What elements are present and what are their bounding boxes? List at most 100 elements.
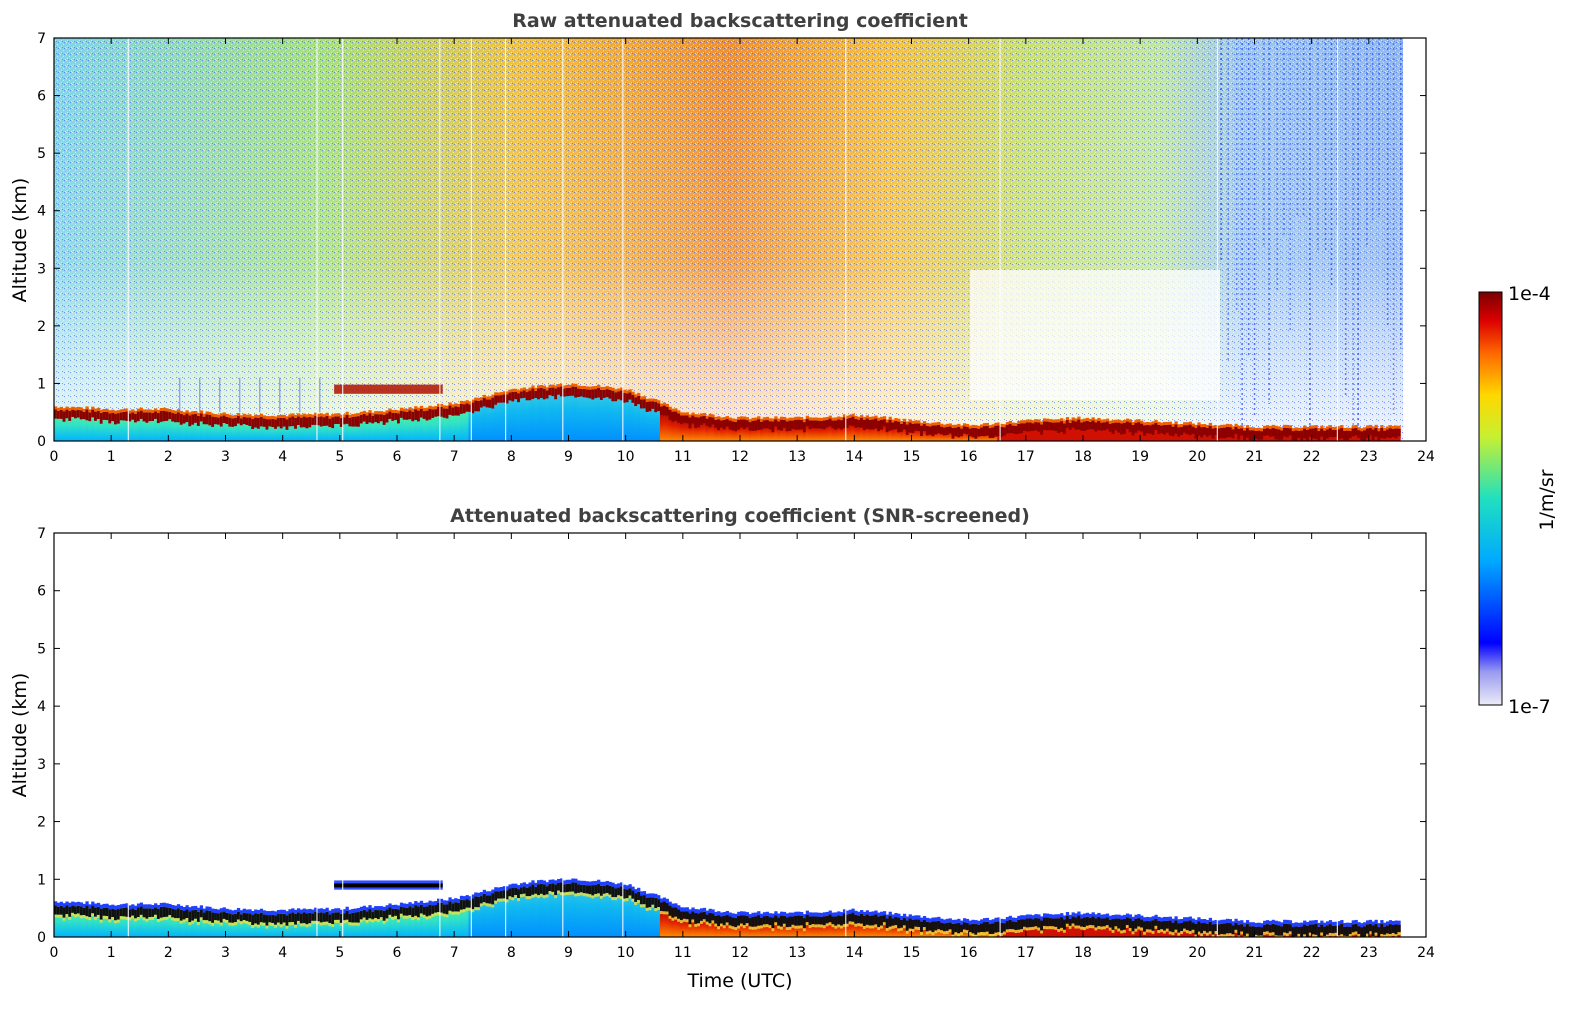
- boundary-layer-column: [608, 389, 612, 441]
- layer-edge-low: [225, 919, 229, 923]
- layer-top-band: [65, 409, 69, 419]
- layer-top-band: [1288, 428, 1293, 436]
- boundary-layer-column: [391, 908, 395, 937]
- layer-top-band: [545, 886, 549, 895]
- boundary-layer-column: [168, 907, 172, 937]
- layer-edge: [211, 908, 215, 913]
- layer-top-band: [971, 923, 975, 934]
- layer-edge: [514, 883, 518, 888]
- layer-top-band: [474, 400, 478, 412]
- boundary-layer-column: [1025, 422, 1030, 441]
- layer-edge: [134, 905, 138, 910]
- boundary-layer-column: [471, 402, 475, 441]
- boundary-layer-column: [279, 417, 284, 441]
- layer-edge: [325, 907, 329, 912]
- layer-top-band: [1105, 421, 1110, 430]
- boundary-layer-column: [125, 907, 129, 937]
- layer-top-band: [71, 905, 75, 913]
- boundary-layer-column: [637, 891, 641, 937]
- layer-edge: [457, 898, 461, 903]
- layer-top-band: [256, 913, 261, 925]
- layer-edge: [1260, 428, 1264, 432]
- layer-top-band: [568, 387, 572, 396]
- layer-edge: [428, 900, 432, 905]
- layer-edge-low: [1022, 926, 1027, 930]
- layer-edge-low: [908, 928, 912, 932]
- layer-top-band: [977, 428, 981, 437]
- layer-edge: [1042, 913, 1047, 918]
- boundary-layer-column: [805, 914, 809, 937]
- layer-edge: [945, 918, 950, 923]
- layer-top-band: [1171, 922, 1175, 933]
- layer-top-band: [1028, 918, 1032, 928]
- layer-top-band: [465, 403, 469, 412]
- layer-top-band: [1117, 918, 1121, 929]
- layer-edge: [94, 408, 98, 412]
- layer-top-band: [517, 393, 521, 403]
- layer-top-band: [960, 924, 964, 933]
- layer-edge: [642, 891, 647, 896]
- layer-edge-low: [1188, 931, 1193, 935]
- layer-top-band: [294, 913, 298, 925]
- layer-top-band: [1263, 428, 1267, 436]
- layer-edge-low: [1071, 923, 1075, 927]
- layer-top-band: [1291, 927, 1295, 937]
- x-tick-label: 16: [960, 449, 978, 465]
- y-tick-label: 4: [37, 699, 46, 715]
- layer-edge-low: [1103, 926, 1107, 930]
- layer-top-band: [457, 407, 461, 416]
- layer-edge: [196, 907, 201, 912]
- layer-edge: [279, 909, 284, 914]
- boundary-layer-column: [562, 884, 567, 937]
- layer-edge: [980, 919, 984, 924]
- layer-top-band: [597, 883, 601, 894]
- layer-edge: [582, 880, 587, 885]
- panel2-plot-area: [54, 533, 1401, 937]
- layer-edge: [419, 900, 424, 905]
- boundary-layer-column: [371, 911, 375, 937]
- boundary-layer-column: [837, 419, 841, 441]
- layer-edge: [757, 911, 761, 916]
- boundary-layer-column: [1071, 420, 1075, 441]
- layer-top-band: [1360, 927, 1364, 937]
- layer-edge: [236, 413, 241, 417]
- layer-top-band: [399, 906, 404, 914]
- layer-top-band: [356, 912, 361, 923]
- layer-top-band: [1177, 427, 1181, 437]
- layer-edge-low: [1240, 931, 1244, 935]
- layer-top-band: [900, 423, 904, 432]
- x-tick-label: 9: [564, 449, 573, 465]
- layer-top-band: [191, 414, 195, 425]
- boundary-layer-column: [136, 907, 141, 937]
- layer-top-band: [942, 427, 947, 436]
- boundary-layer-column: [182, 911, 186, 937]
- layer-edge-low: [316, 921, 321, 925]
- y-tick-label: 5: [37, 146, 46, 162]
- layer-edge-low: [537, 895, 541, 899]
- layer-edge-low: [668, 915, 672, 919]
- layer-edge-low: [408, 915, 412, 919]
- layer-edge: [71, 406, 75, 410]
- boundary-layer-column: [368, 909, 372, 937]
- layer-top-band: [402, 907, 406, 916]
- layer-edge: [851, 908, 855, 913]
- layer-edge: [748, 914, 752, 919]
- layer-edge: [1357, 922, 1361, 927]
- boundary-layer-column: [437, 902, 441, 937]
- layer-top-band: [62, 907, 66, 918]
- layer-edge: [442, 900, 446, 905]
- layer-edge-low: [1197, 931, 1201, 935]
- layer-edge-low: [1131, 931, 1135, 935]
- layer-edge: [760, 913, 764, 918]
- boundary-layer-column: [708, 416, 712, 441]
- layer-edge-low: [1311, 934, 1315, 937]
- layer-top-band: [780, 915, 784, 927]
- layer-top-band: [205, 910, 209, 921]
- layer-edge-low: [122, 916, 126, 920]
- layer-top-band: [371, 415, 375, 424]
- boundary-layer-column: [439, 902, 444, 937]
- layer-top-band: [1260, 927, 1264, 936]
- layer-top-band: [111, 908, 115, 918]
- layer-top-band: [408, 410, 412, 420]
- layer-edge: [994, 422, 998, 426]
